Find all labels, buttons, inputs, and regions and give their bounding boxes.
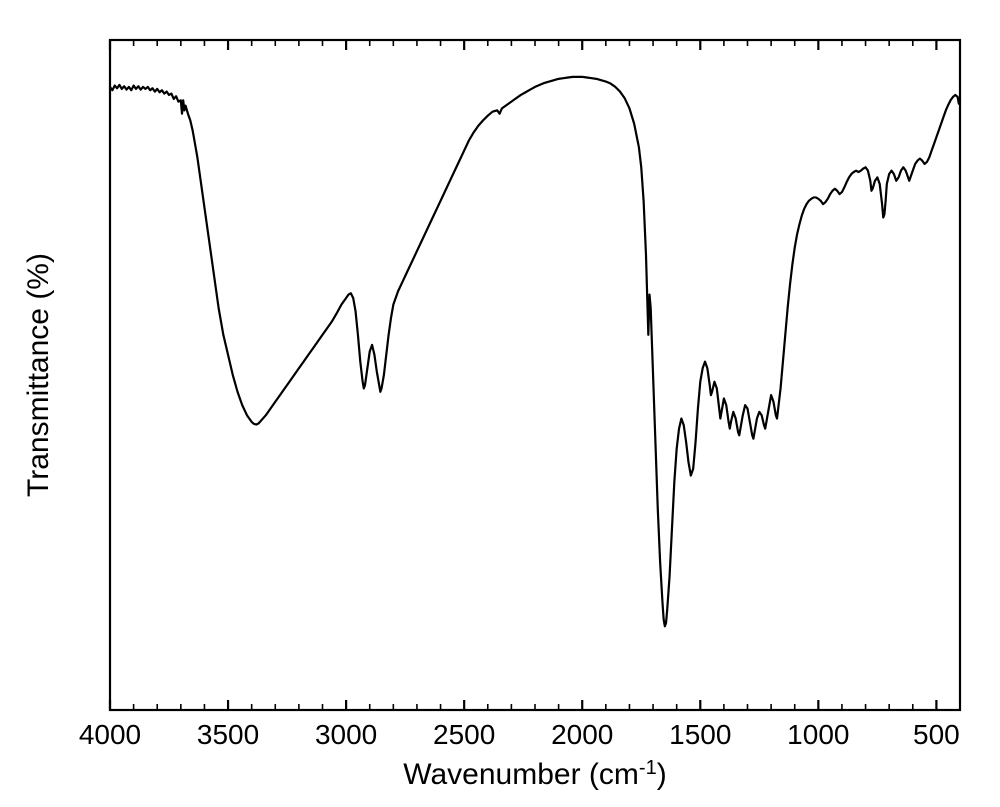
x-tick-label: 2000: [551, 719, 613, 750]
x-tick-label: 3000: [315, 719, 377, 750]
x-axis-label: Wavenumber (cm-1): [403, 757, 666, 791]
x-tick-label: 3500: [197, 719, 259, 750]
ir-spectrum-chart: 4000 3500 3000 2500 2000 1500 1000 500 Wavenumbe…: [0, 0, 1000, 807]
y-axis-label: Transmittance (%): [22, 253, 55, 497]
chart-svg: 4000 3500 3000 2500 2000 1500 1000 500 Wavenumbe…: [0, 0, 1000, 807]
x-tick-label: 500: [913, 719, 960, 750]
x-tick-label: 2500: [433, 719, 495, 750]
x-tick-label: 1500: [669, 719, 731, 750]
x-tick-label: 4000: [79, 719, 141, 750]
x-tick-label: 1000: [787, 719, 849, 750]
